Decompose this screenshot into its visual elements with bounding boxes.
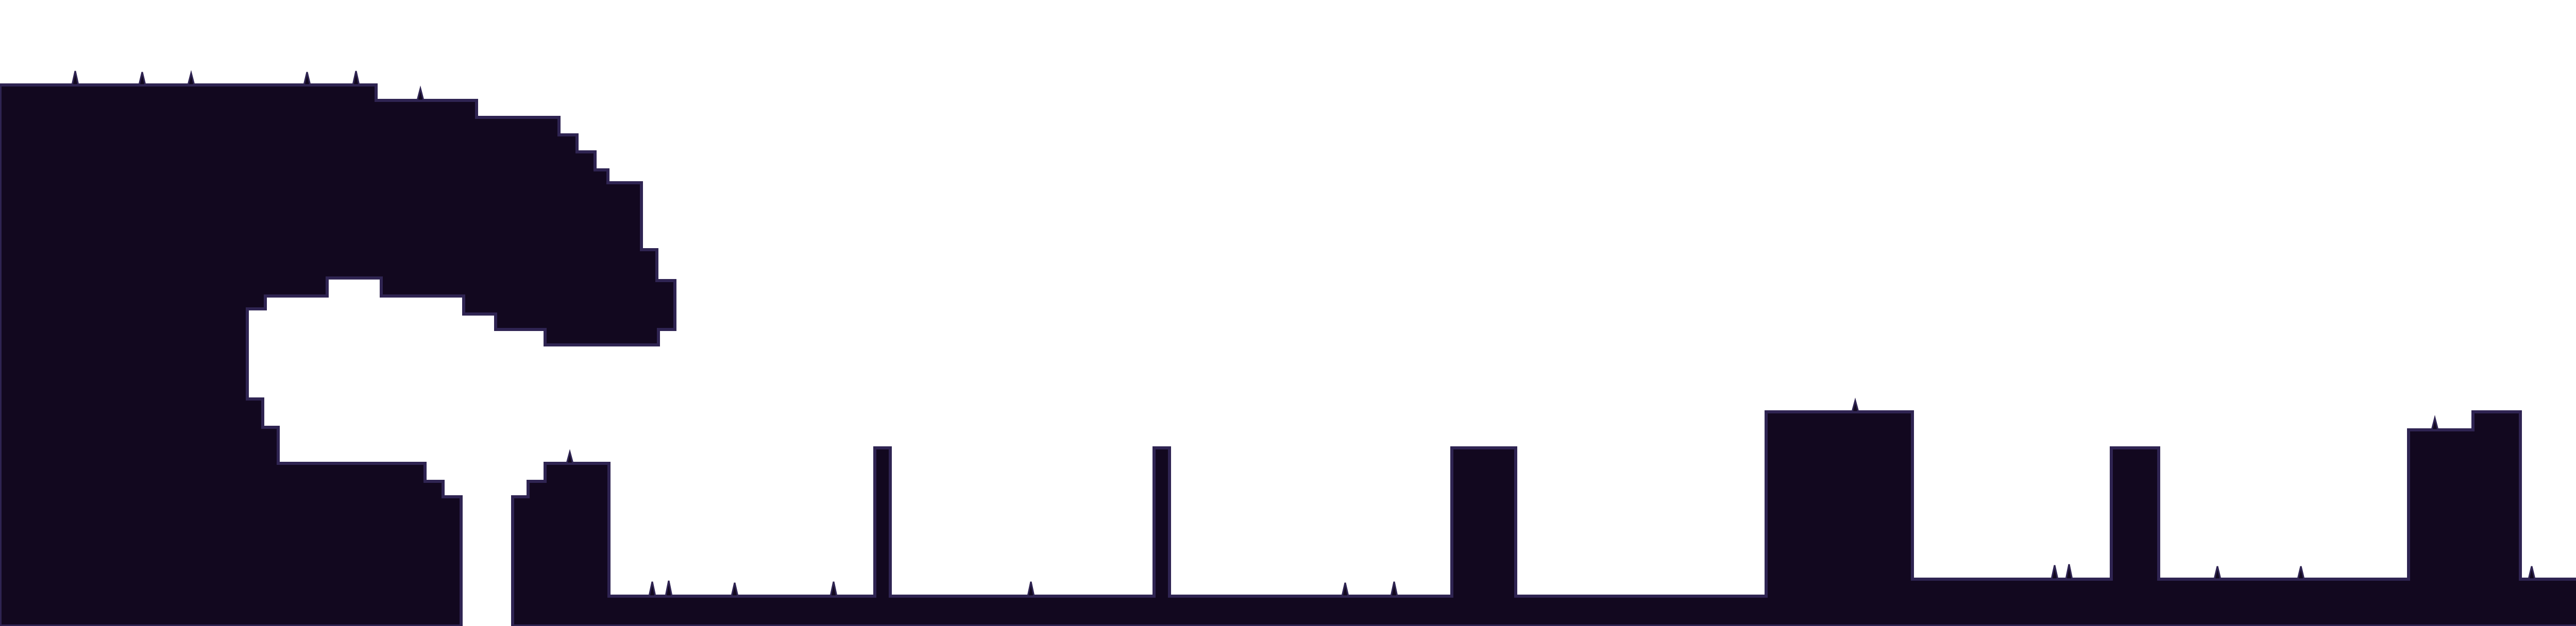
edge-spikes bbox=[71, 70, 2536, 597]
overhang-silhouette bbox=[0, 83, 676, 626]
ground-silhouette bbox=[511, 410, 2576, 626]
